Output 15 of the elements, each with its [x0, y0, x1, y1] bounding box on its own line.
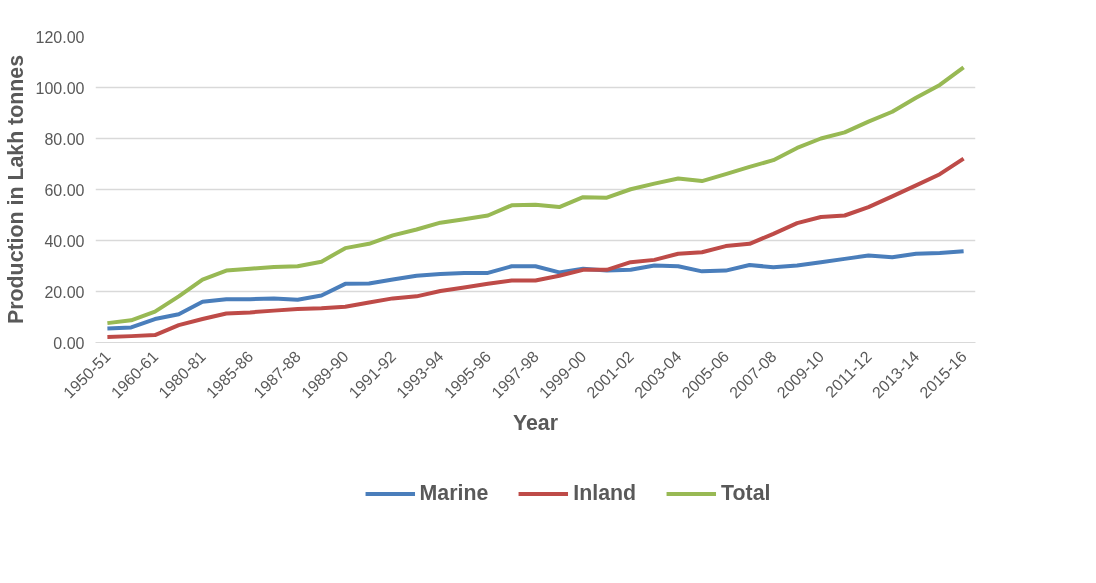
- x-axis-title: Year: [512, 411, 559, 436]
- line-series: [105, 65, 966, 326]
- y-tick-label: 80.00: [44, 130, 85, 148]
- y-axis-title: Production in Lakh tonnes: [3, 55, 28, 324]
- y-tick-label: 40.00: [44, 232, 85, 250]
- y-tick-label: 60.00: [44, 181, 85, 199]
- legend-label: Marine: [419, 480, 489, 506]
- line-series: [105, 249, 966, 331]
- y-tick-label: 0.00: [53, 334, 85, 352]
- y-tick-label: 100.00: [35, 79, 85, 97]
- y-tick-label: 20.00: [44, 283, 85, 301]
- line-series: [105, 156, 966, 339]
- y-tick-label: 120.00: [35, 28, 85, 46]
- legend-label: Total: [721, 480, 771, 506]
- legend-label: Inland: [573, 480, 637, 506]
